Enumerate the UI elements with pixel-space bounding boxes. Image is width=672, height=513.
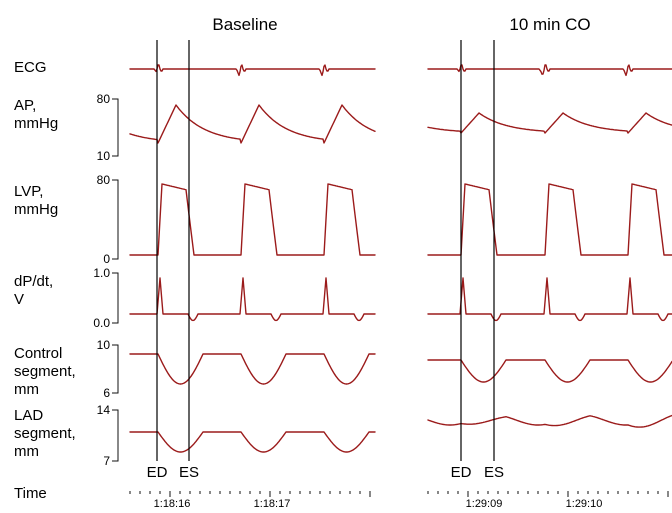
time-label-baseline-1: 1:18:16 xyxy=(154,498,191,510)
scale-bar-2 xyxy=(112,179,119,260)
row-label-5: LAD segment, mm xyxy=(14,407,76,460)
marker-lines xyxy=(156,40,495,461)
es-label-baseline: ES xyxy=(179,464,199,481)
row-label-3: dP/dt, V xyxy=(14,273,53,308)
es-label-co: ES xyxy=(484,464,504,481)
scale-bottom-3: 0.0 xyxy=(93,316,110,330)
time-row-label: Time xyxy=(14,485,47,502)
scale-bottom-2: 0 xyxy=(103,252,110,266)
row-labels: ECG AP, mmHg LVP, mmHg dP/dt, V Control segment,… xyxy=(14,59,76,460)
time-axis-ticks xyxy=(129,491,669,497)
trace-ap-co xyxy=(427,112,672,134)
scale-bars: 80 10 80 01.0 0.0 10 6 14 7 xyxy=(93,92,119,468)
scale-top-2: 80 xyxy=(97,173,111,187)
trace-ecg-baseline xyxy=(129,64,376,77)
traces xyxy=(129,64,672,453)
row-label-1: AP, mmHg xyxy=(14,97,58,132)
trace-lad-baseline xyxy=(129,431,376,453)
row-label-4: Control segment, mm xyxy=(14,345,76,398)
time-label-baseline-2: 1:18:17 xyxy=(254,498,291,510)
ed-label-co: ED xyxy=(451,464,472,481)
trace-ctrl-co xyxy=(427,359,672,383)
scale-bar-1 xyxy=(112,98,119,157)
scale-top-1: 80 xyxy=(97,92,111,106)
scale-top-4: 10 xyxy=(97,338,111,352)
scale-bar-5 xyxy=(112,409,119,462)
row-label-2: LVP, mmHg xyxy=(14,183,58,218)
trace-lvp-baseline xyxy=(129,183,376,256)
row-label-0: ECG xyxy=(14,59,47,76)
scale-bottom-5: 7 xyxy=(103,454,110,468)
scale-bar-3 xyxy=(112,272,119,324)
trace-dpdt-co xyxy=(427,277,672,322)
scale-top-5: 14 xyxy=(97,403,111,417)
scale-bar-4 xyxy=(112,344,119,394)
time-label-co-2: 1:29:10 xyxy=(566,498,603,510)
trace-ap-baseline xyxy=(129,104,376,144)
scale-top-3: 1.0 xyxy=(93,266,110,280)
panel-title-co: 10 min CO xyxy=(509,15,590,34)
trace-ctrl-baseline xyxy=(129,353,376,385)
panel-title-baseline: Baseline xyxy=(212,15,277,34)
trace-lad-co xyxy=(427,414,672,428)
scale-bottom-1: 10 xyxy=(97,149,111,163)
trace-lvp-co xyxy=(427,183,672,256)
time-label-co-1: 1:29:09 xyxy=(466,498,503,510)
trace-dpdt-baseline xyxy=(129,277,376,322)
trace-ecg-co xyxy=(427,64,672,77)
ed-label-baseline: ED xyxy=(147,464,168,481)
scale-bottom-4: 6 xyxy=(103,386,110,400)
